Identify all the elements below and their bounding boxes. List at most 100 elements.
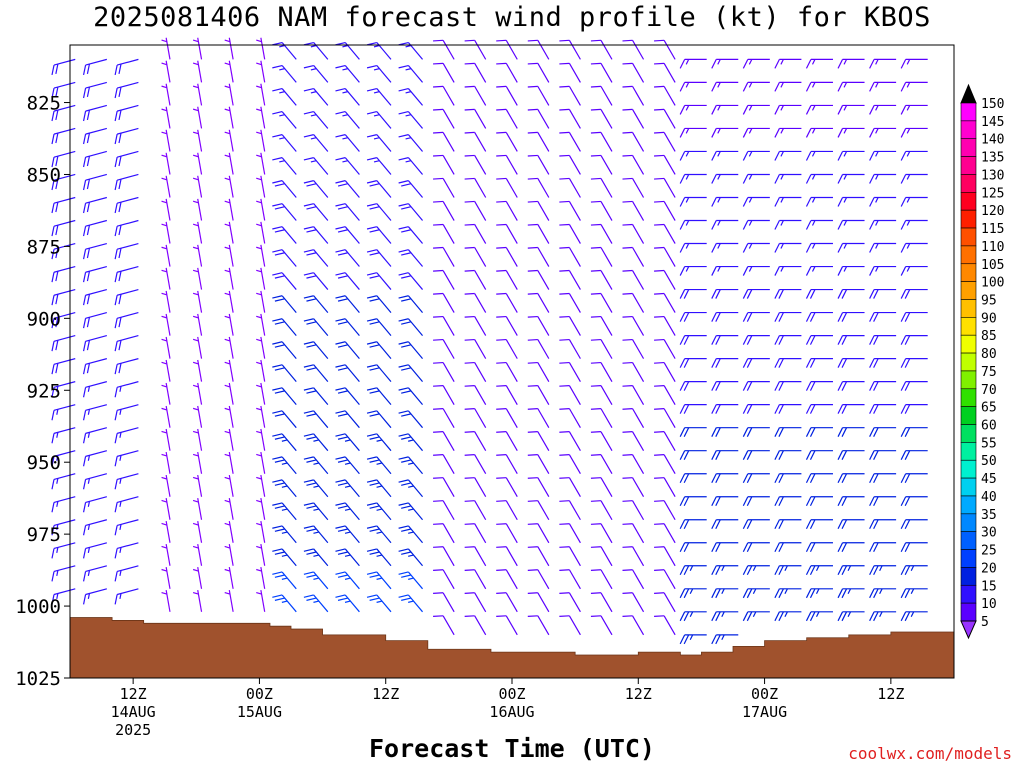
wind-barb	[869, 265, 897, 276]
wind-barb	[774, 358, 802, 368]
wind-barb	[527, 85, 550, 106]
colorbar-label: 70	[981, 383, 997, 398]
wind-barb	[622, 569, 645, 590]
wind-barb	[51, 104, 76, 122]
wind-barb	[622, 500, 645, 521]
wind-barb	[590, 246, 613, 267]
wind-barb	[398, 203, 424, 221]
wind-barb	[559, 477, 581, 498]
wind-barb	[82, 404, 107, 421]
wind-barb	[590, 223, 613, 244]
wind-barb	[82, 565, 107, 582]
wind-barb	[433, 177, 455, 198]
wind-barb	[272, 387, 297, 406]
wind-barb	[654, 385, 676, 405]
wind-barb	[774, 404, 802, 414]
wind-barb	[433, 223, 455, 244]
wind-barb	[224, 175, 234, 198]
y-tick-label: 875	[27, 236, 61, 258]
wind-barb	[464, 200, 487, 221]
wind-barb	[496, 454, 518, 475]
wind-barb	[622, 85, 645, 106]
wind-barb	[496, 615, 518, 636]
wind-barb	[114, 473, 139, 490]
wind-barb	[805, 450, 833, 460]
wind-barb	[366, 364, 392, 383]
wind-barb	[161, 567, 171, 589]
wind-barb	[433, 454, 455, 475]
wind-barb	[192, 451, 203, 474]
y-tick-label: 975	[27, 524, 61, 546]
wind-barb	[398, 525, 424, 544]
wind-barb	[51, 58, 76, 76]
wind-barb	[161, 428, 171, 451]
wind-barb	[559, 292, 581, 313]
wind-barb	[559, 177, 581, 198]
wind-barb	[335, 295, 360, 313]
wind-barb	[335, 594, 360, 613]
wind-barb	[527, 108, 550, 129]
wind-barb	[900, 519, 928, 530]
wind-barb	[224, 336, 234, 359]
wind-barb	[303, 433, 329, 452]
wind-barb	[82, 127, 107, 145]
wind-barb	[161, 152, 171, 175]
wind-barb	[366, 64, 392, 83]
wind-barb	[742, 288, 770, 299]
color-bar: 5 10 15 20 25 30 35 40 45 50 55 60 65 70 75 80 85 90 95 100…	[960, 83, 1004, 640]
wind-barb	[398, 433, 424, 452]
wind-barb	[398, 364, 424, 383]
wind-barb	[590, 338, 613, 359]
wind-barb	[51, 519, 76, 536]
wind-barb	[590, 154, 613, 175]
wind-barb	[114, 196, 139, 214]
wind-barb	[654, 454, 676, 475]
wind-barb	[82, 58, 107, 76]
wind-barb	[869, 565, 897, 576]
wind-barb	[192, 175, 203, 198]
wind-barb	[527, 615, 550, 636]
wind-barb	[837, 150, 865, 161]
wind-barb	[496, 315, 518, 336]
wind-barb	[51, 335, 76, 352]
wind-barb	[303, 548, 329, 567]
credit-link[interactable]: coolwx.com/models	[848, 744, 1012, 763]
wind-barb	[900, 173, 928, 184]
wind-barb	[559, 246, 581, 267]
wind-barb	[622, 315, 645, 336]
wind-barb	[590, 408, 613, 428]
wind-barb	[496, 500, 518, 521]
wind-barb	[464, 477, 487, 498]
wind-barb	[256, 175, 266, 198]
wind-barb	[496, 108, 518, 129]
wind-barb	[805, 611, 833, 622]
wind-barb	[711, 473, 739, 483]
wind-barb	[527, 408, 550, 428]
wind-barb	[496, 246, 518, 267]
wind-barb	[837, 81, 865, 92]
wind-barb	[711, 496, 739, 507]
wind-barb	[272, 594, 297, 613]
wind-barb	[464, 408, 487, 428]
wind-barb	[192, 198, 203, 221]
wind-barb	[654, 177, 676, 198]
colorbar-box	[960, 567, 977, 586]
wind-barb	[679, 611, 707, 622]
wind-barb	[805, 173, 833, 184]
wind-barb	[464, 39, 487, 60]
wind-barb	[366, 180, 392, 198]
wind-barb	[711, 265, 739, 276]
wind-barb	[900, 358, 928, 368]
colorbar-label: 35	[981, 508, 997, 523]
wind-barb	[398, 295, 424, 313]
wind-barb	[335, 341, 360, 360]
wind-barb	[527, 338, 550, 359]
wind-barb	[335, 134, 360, 152]
wind-barb	[272, 226, 297, 244]
wind-barb	[224, 37, 234, 60]
wind-barb	[559, 361, 581, 382]
wind-barb	[335, 318, 360, 336]
wind-barb	[272, 180, 297, 198]
colorbar-box	[960, 120, 977, 140]
x-tick-label: 15AUG	[237, 703, 282, 721]
